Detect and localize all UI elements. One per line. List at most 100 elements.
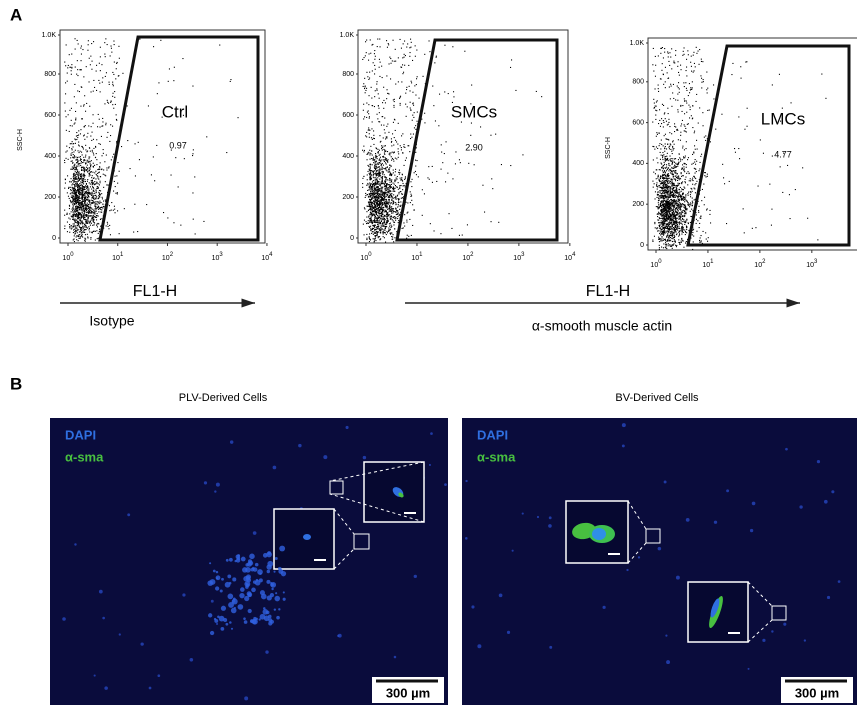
event-dot (662, 229, 663, 230)
event-dot (672, 245, 673, 246)
event-dot (89, 228, 90, 229)
event-dot (667, 51, 668, 52)
event-dot (101, 136, 102, 137)
event-dot (715, 129, 716, 130)
event-dot (374, 200, 375, 201)
event-dot (84, 95, 85, 96)
event-dot (658, 214, 659, 215)
event-dot (385, 138, 386, 139)
event-dot (663, 172, 664, 173)
event-dot (377, 175, 378, 176)
event-dot (81, 60, 82, 61)
event-dot (369, 133, 370, 134)
event-dot (65, 93, 66, 94)
event-dot (734, 148, 735, 149)
event-dot (373, 62, 374, 63)
event-dot (111, 46, 112, 47)
event-dot (699, 223, 700, 224)
event-dot (387, 93, 388, 94)
event-dot (678, 72, 679, 73)
event-dot (386, 196, 387, 197)
event-dot (471, 123, 472, 124)
event-dot (402, 180, 403, 181)
event-dot (90, 186, 91, 187)
event-dot (673, 185, 674, 186)
event-dot (99, 119, 100, 120)
event-dot (74, 124, 75, 125)
event-dot (106, 123, 107, 124)
event-dot (67, 213, 68, 214)
event-dot (112, 156, 113, 157)
event-dot (379, 207, 380, 208)
event-dot (674, 144, 675, 145)
event-dot (72, 163, 73, 164)
event-dot (385, 182, 386, 183)
event-dot (386, 138, 387, 139)
event-dot (86, 199, 87, 200)
event-dot (385, 180, 386, 181)
event-dot (448, 93, 449, 94)
event-dot (91, 160, 92, 161)
event-dot (735, 152, 736, 153)
event-dot (391, 160, 392, 161)
event-dot (376, 231, 377, 232)
event-dot (99, 196, 100, 197)
event-dot (698, 51, 699, 52)
event-dot (110, 124, 111, 125)
event-dot (685, 221, 686, 222)
event-dot (659, 225, 660, 226)
event-dot (664, 151, 665, 152)
event-dot (655, 56, 656, 57)
event-dot (782, 192, 783, 193)
event-dot (675, 219, 676, 220)
event-dot (701, 240, 702, 241)
event-dot (672, 248, 673, 249)
event-dot (398, 193, 399, 194)
tick-base: 10 (112, 255, 120, 262)
event-dot (384, 161, 385, 162)
event-dot (88, 193, 89, 194)
event-dot (72, 193, 73, 194)
event-dot (88, 226, 89, 227)
event-dot (393, 212, 394, 213)
event-dot (381, 177, 382, 178)
event-dot (692, 178, 693, 179)
event-dot (87, 133, 88, 134)
event-dot (406, 220, 407, 221)
event-dot (84, 213, 85, 214)
event-dot (411, 235, 412, 236)
event-dot (690, 191, 691, 192)
event-dot (371, 150, 372, 151)
event-dot (449, 213, 450, 214)
event-dot (821, 74, 822, 75)
event-dot (78, 150, 79, 151)
event-dot (66, 214, 67, 215)
event-dot (91, 189, 92, 190)
event-dot (375, 163, 376, 164)
event-dot (676, 246, 677, 247)
event-dot (392, 152, 393, 153)
event-dot (71, 68, 72, 69)
event-dot (108, 185, 109, 186)
event-dot (167, 217, 168, 218)
event-dot (387, 207, 388, 208)
event-dot (70, 201, 71, 202)
event-dot (677, 66, 678, 67)
event-dot (116, 120, 117, 121)
event-dot (72, 157, 73, 158)
event-dot (384, 230, 385, 231)
event-dot (689, 173, 690, 174)
event-dot (412, 60, 413, 61)
event-dot (85, 179, 86, 180)
event-dot (366, 72, 367, 73)
event-dot (663, 84, 664, 85)
event-dot (77, 60, 78, 61)
event-dot (378, 228, 379, 229)
event-dot (105, 38, 106, 39)
event-dot (658, 194, 659, 195)
event-dot (119, 233, 120, 234)
event-dot (401, 198, 402, 199)
event-dot (380, 157, 381, 158)
event-dot (97, 169, 98, 170)
event-dot (367, 179, 368, 180)
